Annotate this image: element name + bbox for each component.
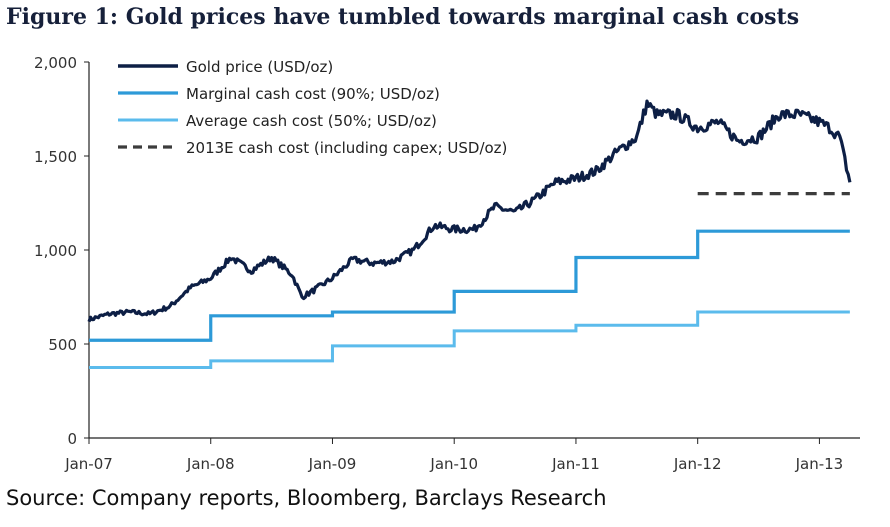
legend-capex-cash-cost-label: 2013E cash cost (including capex; USD/oz… <box>186 139 507 157</box>
x-tick-label: Jan-09 <box>308 455 357 473</box>
gold-price-chart: 0 500 1,000 1,500 2,000 Jan-07 Jan-08 Jan-09 Jan… <box>34 54 860 473</box>
y-tick-label: 0 <box>67 430 77 448</box>
chart-title: Figure 1: Gold prices have tumbled towar… <box>6 4 800 30</box>
x-tick-label: Jan-12 <box>673 455 722 473</box>
y-tick-label: 500 <box>48 336 77 354</box>
average-cash-cost-line <box>89 310 850 369</box>
chart-axes: 0 500 1,000 1,500 2,000 Jan-07 Jan-08 Jan-09 Jan… <box>34 54 860 473</box>
legend-average-cash-cost-label: Average cash cost (50%; USD/oz) <box>186 112 437 130</box>
marginal-cash-cost-line <box>89 229 850 342</box>
y-tick-label: 1,500 <box>34 148 77 166</box>
y-tick-label: 1,000 <box>34 242 77 260</box>
chart-plot-area <box>87 99 852 369</box>
chart-legend: Gold price (USD/oz) Marginal cash cost (9… <box>118 58 507 157</box>
x-tick-label: Jan-07 <box>64 455 113 473</box>
chart-source: Source: Company reports, Bloomberg, Barc… <box>6 486 607 510</box>
gold-price-line <box>87 99 852 323</box>
x-tick-label: Jan-11 <box>551 455 600 473</box>
x-tick-label: Jan-13 <box>795 455 844 473</box>
legend-gold-price-label: Gold price (USD/oz) <box>186 58 333 76</box>
x-tick-label: Jan-10 <box>429 455 478 473</box>
legend-marginal-cash-cost-label: Marginal cash cost (90%; USD/oz) <box>186 85 440 103</box>
y-tick-label: 2,000 <box>34 54 77 72</box>
x-tick-label: Jan-08 <box>186 455 235 473</box>
